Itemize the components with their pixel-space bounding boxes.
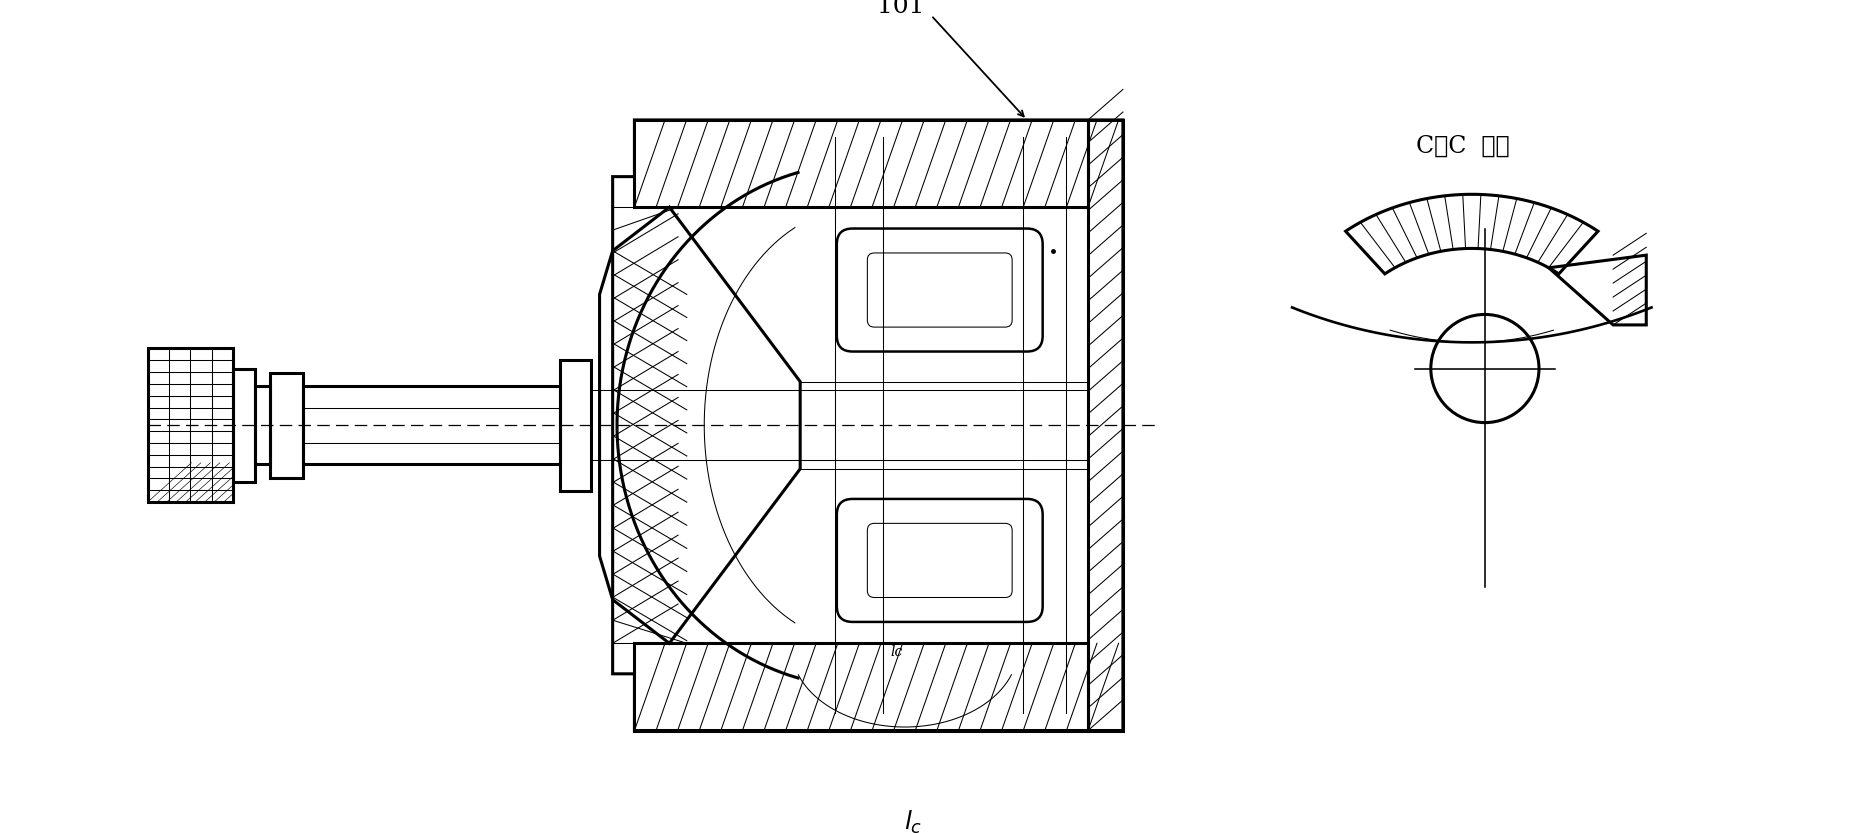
Text: 101: 101	[876, 0, 925, 18]
Text: C－C  旋转: C－C 旋转	[1416, 135, 1510, 157]
Text: lc: lc	[889, 645, 902, 659]
Text: $l_c$: $l_c$	[904, 809, 923, 833]
